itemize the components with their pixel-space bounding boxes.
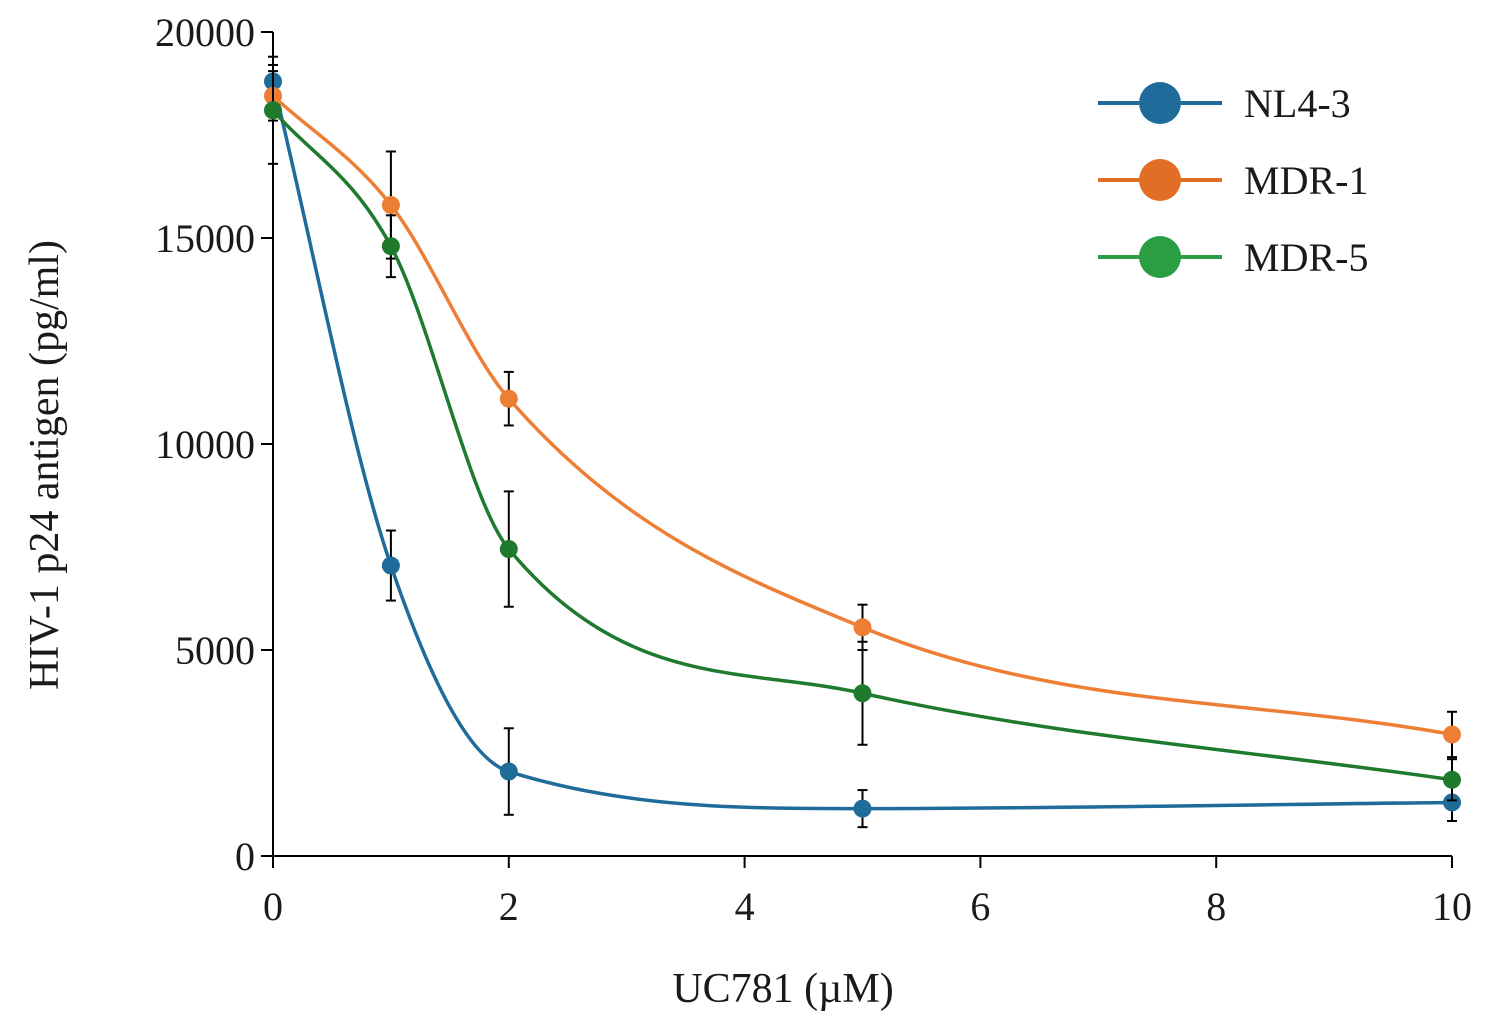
- data-point: [853, 618, 872, 637]
- x-tick-label: 4: [735, 884, 755, 929]
- y-axis-title: HIV-1 p24 antigen (pg/ml): [22, 240, 68, 690]
- data-point: [381, 556, 400, 575]
- legend-item-nl4-3: NL4-3: [1098, 81, 1351, 126]
- series-line: [271, 81, 1453, 811]
- legend-marker: [1139, 159, 1181, 201]
- x-tick-label: 6: [970, 884, 990, 929]
- series-mdr-5: [264, 55, 1461, 802]
- x-axis-title: UC781 (µM): [672, 966, 893, 1012]
- data-point: [264, 101, 282, 120]
- x-tick-label: 2: [499, 884, 519, 929]
- legend-label: MDR-1: [1244, 158, 1368, 203]
- data-point: [499, 389, 518, 408]
- series-layer: [264, 55, 1461, 829]
- y-tick-label: 5000: [175, 628, 255, 673]
- y-tick-label: 20000: [155, 10, 255, 55]
- data-point: [381, 196, 400, 215]
- data-point: [1443, 793, 1461, 812]
- data-point: [853, 684, 872, 703]
- legend: NL4-3 MDR-1 MDR-5: [1098, 81, 1368, 280]
- y-tick-label: 0: [235, 834, 255, 879]
- data-point: [1443, 725, 1461, 744]
- x-tick-label: 0: [263, 884, 283, 929]
- legend-marker: [1139, 82, 1181, 124]
- legend-label: NL4-3: [1244, 81, 1351, 126]
- y-tick-label: 15000: [155, 216, 255, 261]
- data-point: [853, 799, 872, 818]
- legend-item-mdr-1: MDR-1: [1098, 158, 1368, 203]
- x-tick-label: 8: [1206, 884, 1226, 929]
- data-point: [381, 237, 400, 256]
- legend-item-mdr-5: MDR-5: [1098, 235, 1368, 280]
- y-tick-label: 10000: [155, 422, 255, 467]
- data-point: [499, 762, 518, 781]
- legend-label: MDR-5: [1244, 235, 1368, 280]
- axes: UC781 (µM) HIV-1 p24 antigen (pg/ml) 0 50…: [22, 10, 1472, 1012]
- legend-marker: [1139, 236, 1181, 278]
- data-point: [1443, 770, 1461, 789]
- data-point: [499, 540, 518, 559]
- x-tick-label: 10: [1432, 884, 1472, 929]
